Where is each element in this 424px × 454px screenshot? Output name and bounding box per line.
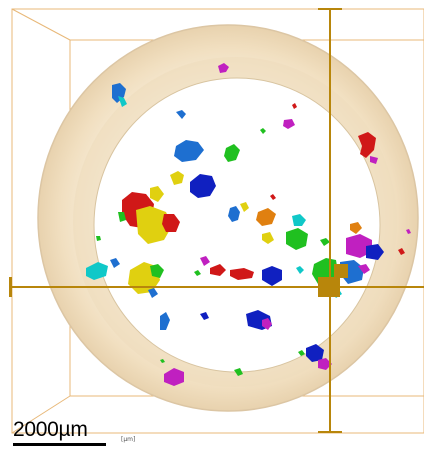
scale-bar xyxy=(13,443,106,446)
particle xyxy=(283,119,295,129)
crosshair-center-handle[interactable] xyxy=(318,277,340,297)
particle xyxy=(96,236,101,241)
particle xyxy=(150,264,164,278)
particle xyxy=(298,350,305,356)
particle xyxy=(262,232,274,244)
particle xyxy=(118,212,126,222)
particle xyxy=(224,144,240,162)
particle xyxy=(286,228,308,250)
particle xyxy=(320,238,330,246)
particle xyxy=(350,222,362,234)
particle xyxy=(218,63,229,73)
particle xyxy=(194,270,201,276)
sample-ring xyxy=(37,24,419,412)
particle xyxy=(292,214,306,226)
particle xyxy=(406,229,411,234)
particle xyxy=(366,244,384,260)
particle xyxy=(160,312,170,330)
particle xyxy=(292,103,297,109)
particle xyxy=(228,206,240,222)
crosshair-left-handle[interactable] xyxy=(9,277,12,297)
particle xyxy=(86,262,108,280)
scale-bar-label: 2000µm xyxy=(13,418,88,441)
particle xyxy=(318,358,332,370)
particle xyxy=(190,174,216,198)
particle xyxy=(200,312,209,320)
particle xyxy=(136,206,172,244)
particle xyxy=(234,368,243,376)
particle xyxy=(260,128,266,134)
particle xyxy=(398,248,405,255)
particle xyxy=(296,266,304,274)
particle xyxy=(306,344,324,362)
particle xyxy=(240,202,249,212)
crosshair[interactable] xyxy=(9,8,424,433)
particle xyxy=(110,258,120,268)
particle xyxy=(370,156,378,164)
particle xyxy=(148,288,158,298)
particle xyxy=(346,234,372,258)
particle xyxy=(262,318,272,330)
particle xyxy=(150,186,164,202)
particle xyxy=(262,266,282,286)
particle xyxy=(174,140,204,162)
particle xyxy=(164,368,184,386)
particle xyxy=(160,359,165,363)
particle xyxy=(200,256,210,266)
particle xyxy=(358,132,376,158)
particle xyxy=(210,264,226,276)
particle xyxy=(170,171,184,185)
particle xyxy=(230,268,254,280)
particle xyxy=(162,214,180,232)
particle xyxy=(358,264,370,274)
particle xyxy=(176,110,186,119)
particle xyxy=(118,96,127,107)
particle xyxy=(270,194,276,200)
particle xyxy=(256,208,276,226)
scale-unit-label: [µm] xyxy=(121,436,136,443)
